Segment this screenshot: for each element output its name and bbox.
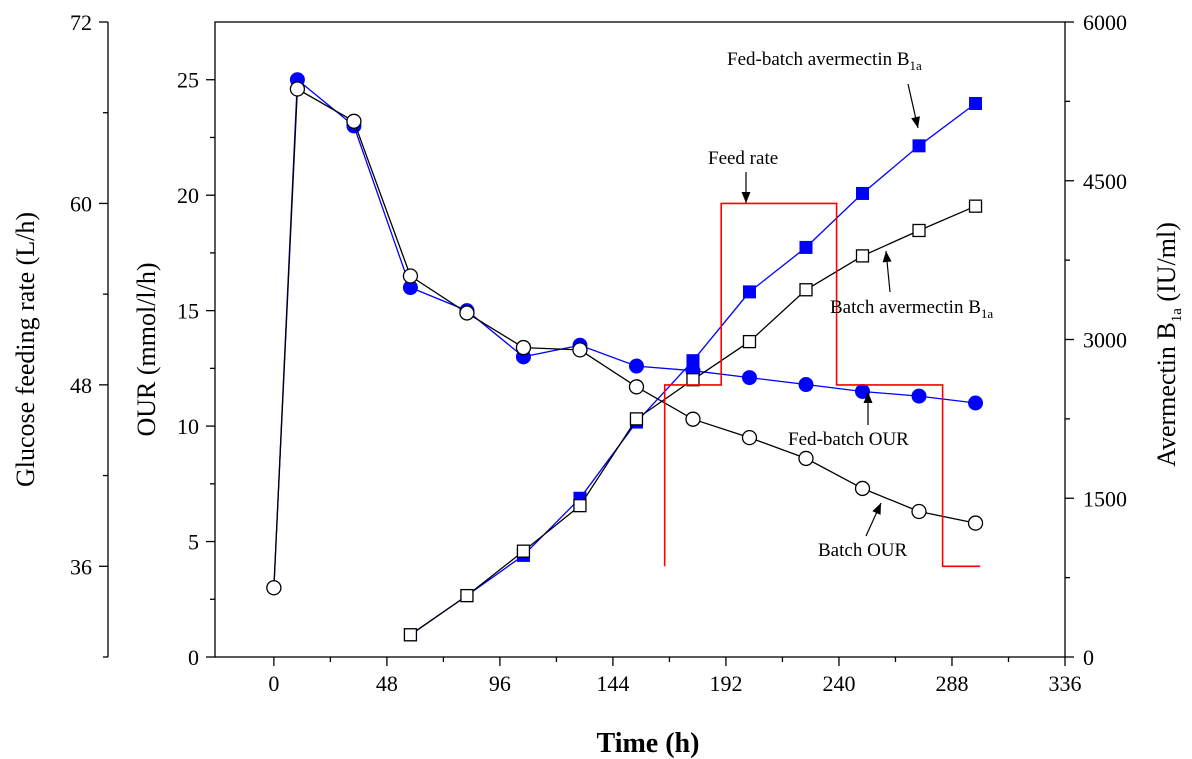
feed-rate-label: Feed rate — [708, 148, 778, 169]
fed-batch-avermectin-b1a-point — [686, 354, 700, 368]
fedbatch-our-label: Fed-batch OUR — [788, 429, 909, 450]
batch-our-point — [798, 450, 814, 467]
fed-batch-our-point — [968, 395, 984, 411]
x-tick-label: 144 — [596, 671, 629, 696]
fed-batch-our-line — [273, 78, 976, 588]
batch-our-point — [515, 339, 532, 356]
fed-batch-our-point — [628, 358, 644, 374]
batch-avermectin-label: Batch avermectin B1a — [830, 297, 993, 321]
avermectin-tick-label: 3000 — [1083, 328, 1127, 353]
avermectin-tick-label: 4500 — [1083, 169, 1127, 194]
batch-avermectin-b1a-point — [799, 283, 813, 297]
batch-our-label: Batch OUR — [818, 540, 908, 561]
batch-avermectin-b1a-point — [460, 588, 474, 603]
our-tick-label: 10 — [177, 414, 199, 439]
batch-our-point — [289, 81, 306, 97]
annotation-layer: Fed-batch avermectin B1a Feed rate Batch a… — [708, 49, 993, 561]
our-tick-label: 0 — [188, 645, 199, 670]
batch-our-point — [911, 503, 927, 520]
fedbatch-our-arrow-head — [863, 392, 873, 403]
batch-our-arrow-head — [872, 503, 881, 515]
fedbatch-avermectin-arrow-head — [911, 116, 920, 128]
batch-avermectin-b1a-point — [742, 334, 757, 349]
avermectin-axis-title: Avermectin B1a (IU/ml) — [1152, 222, 1185, 467]
batch-our-point — [854, 480, 871, 497]
batch-avermectin-b1a-point — [573, 499, 587, 513]
feed-rate-arrow-head — [741, 192, 751, 203]
x-axis-title: Time (h) — [597, 728, 700, 759]
fed-batch-our-point — [741, 370, 757, 386]
x-tick-label: 240 — [822, 671, 855, 696]
glucose-tick-label: 36 — [70, 554, 92, 579]
our-tick-label: 20 — [177, 183, 199, 208]
fed-batch-avermectin-b1a-point — [856, 186, 870, 200]
avermectin-tick-label: 6000 — [1083, 10, 1127, 35]
batch-our-point — [628, 379, 645, 395]
x-tick-label: 192 — [709, 671, 742, 696]
fed-batch-our-point — [798, 377, 814, 393]
batch-our-point — [967, 515, 984, 531]
batch-avermectin-b1a-point — [912, 223, 926, 238]
our-tick-label: 25 — [177, 68, 199, 93]
batch-avermectin-arrow-head — [882, 251, 892, 263]
x-tick-label: 0 — [268, 671, 279, 696]
batch-our-point — [572, 342, 588, 358]
series-layer — [266, 72, 984, 642]
batch-avermectin-b1a-point — [516, 544, 531, 558]
glucose-tick-label: 72 — [70, 10, 92, 35]
fed-batch-our-point — [911, 388, 927, 404]
avermectin-tick-label: 0 — [1083, 645, 1094, 670]
batch-our-point — [741, 429, 758, 446]
batch-avermectin-b1a-point — [686, 373, 700, 387]
feed-rate-line — [663, 202, 981, 568]
batch-avermectin-b1a-point — [968, 199, 983, 213]
batch-our-point — [346, 113, 362, 129]
x-tick-label: 96 — [489, 671, 511, 696]
glucose-tick-label: 60 — [70, 191, 92, 216]
batch-avermectin-b1a-point — [629, 412, 644, 426]
our-axis-title: OUR (mmol/l/h) — [132, 262, 161, 436]
our-tick-label: 5 — [188, 530, 199, 555]
glucose-axis-title: Glucose feeding rate (L/h) — [11, 212, 40, 487]
fed-batch-avermectin-b1a-point — [969, 96, 983, 110]
batch-our-line — [273, 87, 976, 588]
batch-avermectin-b1a-point — [403, 628, 418, 642]
x-tick-label: 336 — [1049, 671, 1082, 696]
glucose-tick-label: 48 — [70, 373, 92, 398]
axes-layer: 0 48 96 144 192 240 288 336 Time (h) 0 5 10 15 20 25 OU… — [11, 10, 1185, 759]
x-tick-label: 288 — [935, 671, 968, 696]
batch-our-point — [402, 268, 419, 284]
avermectin-tick-label: 1500 — [1083, 486, 1127, 511]
fed-batch-avermectin-b1a-point — [799, 240, 813, 254]
fedbatch-avermectin-label: Fed-batch avermectin B1a — [727, 49, 922, 73]
x-tick-label: 48 — [376, 671, 398, 696]
batch-our-point — [685, 411, 701, 427]
our-tick-label: 15 — [177, 299, 199, 324]
batch-our-point — [459, 305, 475, 321]
fed-batch-avermectin-b1a-point — [742, 285, 756, 299]
fed-batch-avermectin-b1a-point — [912, 139, 926, 153]
batch-avermectin-b1a-point — [855, 249, 870, 263]
batch-our-point — [266, 580, 282, 596]
